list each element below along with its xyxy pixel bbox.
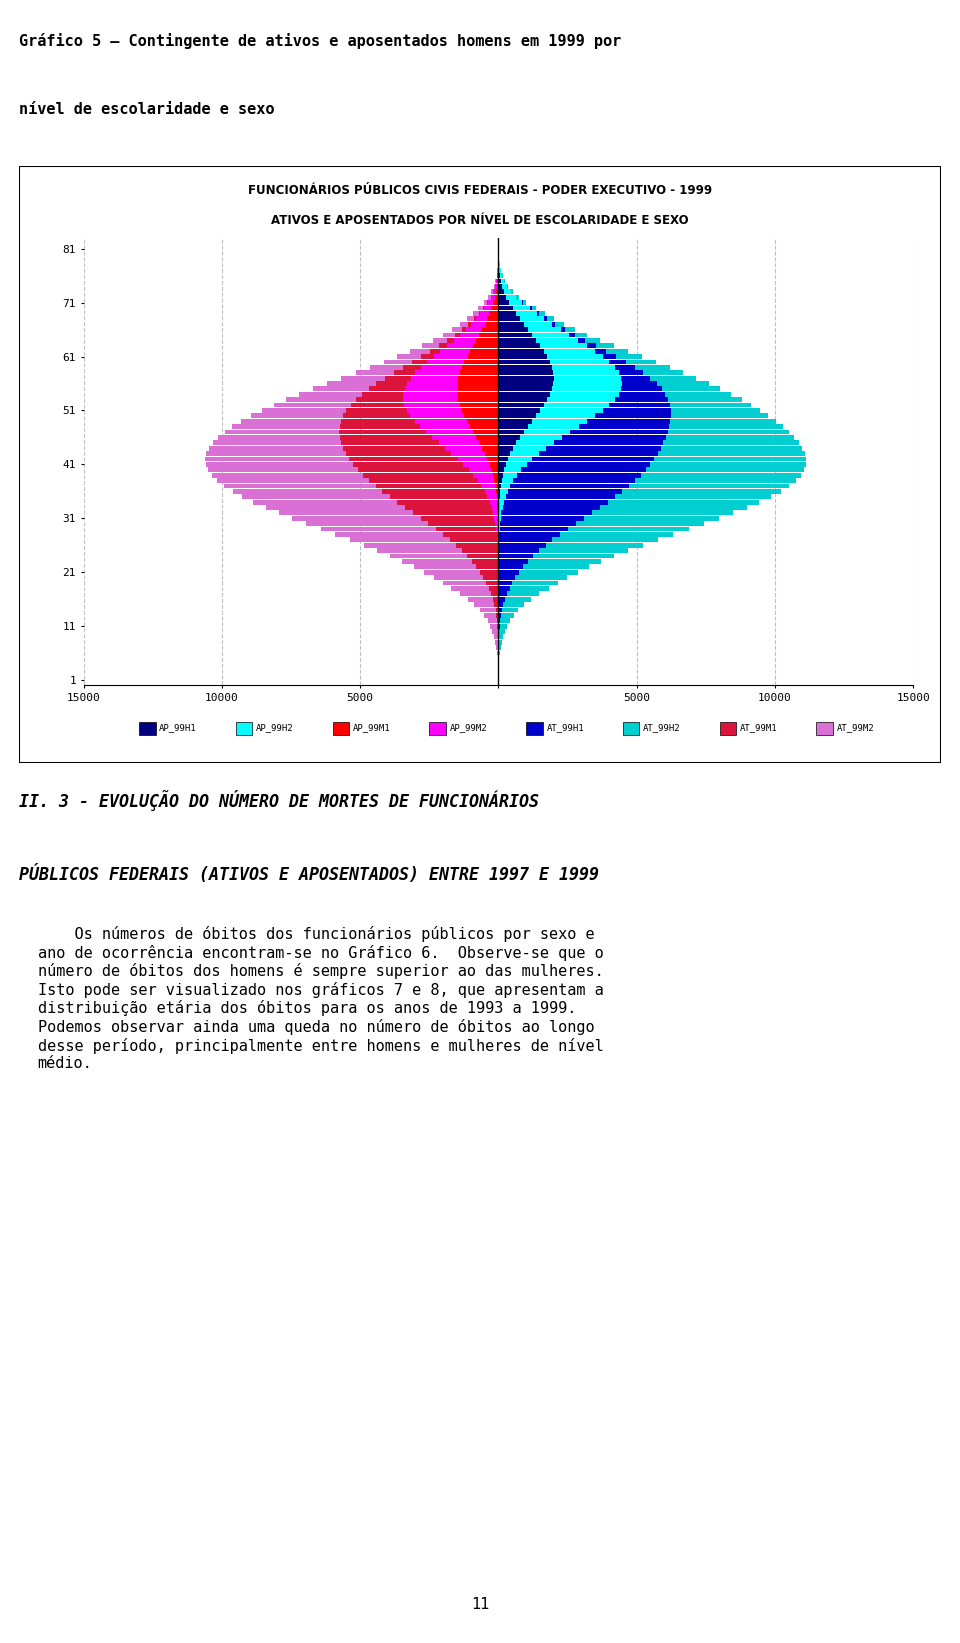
Text: ♂: ♂ xyxy=(609,238,684,319)
Text: Os números de óbitos dos funcionários públicos por sexo e
ano de ocorrência enco: Os números de óbitos dos funcionários pú… xyxy=(37,927,604,1071)
Bar xyxy=(139,721,156,734)
Bar xyxy=(816,721,833,734)
Text: AT_99M2: AT_99M2 xyxy=(837,723,875,733)
Text: AT_99H1: AT_99H1 xyxy=(546,723,584,733)
Text: AP_99H1: AP_99H1 xyxy=(159,723,197,733)
Bar xyxy=(720,721,736,734)
Text: II. 3 - EVOLUÇÃO DO NÚMERO DE MORTES DE FUNCIONÁRIOS: II. 3 - EVOLUÇÃO DO NÚMERO DE MORTES DE … xyxy=(19,790,540,810)
Bar xyxy=(332,721,349,734)
Text: AP_99H2: AP_99H2 xyxy=(256,723,294,733)
Bar xyxy=(623,721,639,734)
Text: AT_99H2: AT_99H2 xyxy=(643,723,681,733)
Bar xyxy=(526,721,542,734)
Text: AT_99M1: AT_99M1 xyxy=(740,723,778,733)
Bar xyxy=(429,721,445,734)
Text: FUNCIONÁRIOS PÚBLICOS CIVIS FEDERAIS - PODER EXECUTIVO - 1999: FUNCIONÁRIOS PÚBLICOS CIVIS FEDERAIS - P… xyxy=(248,184,712,197)
Bar xyxy=(236,721,252,734)
Text: ATIVOS E APOSENTADOS POR NÍVEL DE ESCOLARIDADE E SEXO: ATIVOS E APOSENTADOS POR NÍVEL DE ESCOLA… xyxy=(271,214,689,227)
Text: 11: 11 xyxy=(470,1597,490,1612)
Text: ♀: ♀ xyxy=(283,238,345,319)
Text: Gráfico 5 – Contingente de ativos e aposentados homens em 1999 por: Gráfico 5 – Contingente de ativos e apos… xyxy=(19,33,621,49)
Text: PÚBLICOS FEDERAIS (ATIVOS E APOSENTADOS) ENTRE 1997 E 1999: PÚBLICOS FEDERAIS (ATIVOS E APOSENTADOS)… xyxy=(19,866,599,884)
Text: AP_99M2: AP_99M2 xyxy=(449,723,488,733)
Text: nível de escolaridade e sexo: nível de escolaridade e sexo xyxy=(19,102,275,117)
Text: AP_99M1: AP_99M1 xyxy=(353,723,391,733)
